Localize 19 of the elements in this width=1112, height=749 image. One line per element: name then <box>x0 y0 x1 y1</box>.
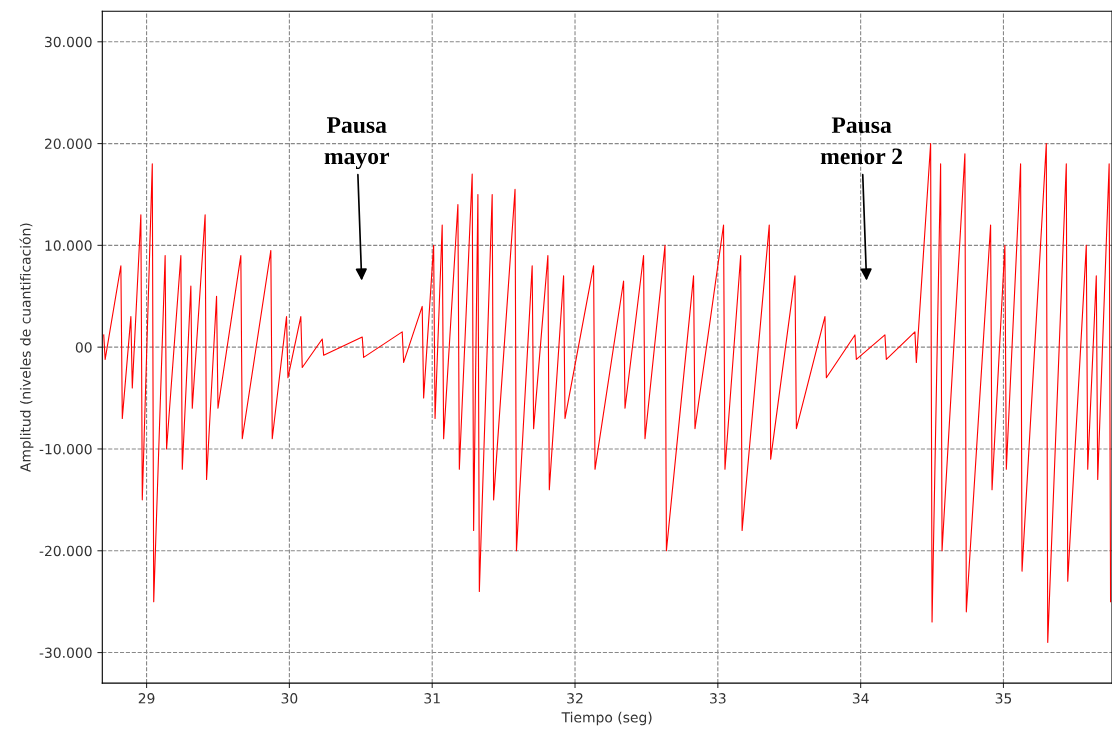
x-tick-label: 30 <box>281 693 298 704</box>
y-axis-title: Amplitud (niveles de cuantificación) <box>19 223 34 472</box>
x-tick-label: 35 <box>995 693 1012 704</box>
line-series <box>103 143 1112 643</box>
x-tick-label: 29 <box>138 693 155 704</box>
y-tick-label: -20.000 <box>39 545 92 557</box>
y-tick-label: 30.000 <box>45 36 92 48</box>
annotation: Pausa menor 2 <box>820 117 903 165</box>
x-tick-label: 33 <box>710 693 726 704</box>
y-tick-label: 10.000 <box>45 240 92 251</box>
y-tick-label: -30.000 <box>39 647 92 659</box>
y-tick-label: -10.000 <box>39 443 92 455</box>
x-tick-label: 34 <box>852 693 869 704</box>
annotation: Pausa mayor <box>324 117 390 170</box>
x-tick-label: 32 <box>567 693 583 704</box>
x-tick-label: 31 <box>424 693 440 704</box>
y-tick-label: 20.000 <box>45 138 92 150</box>
x-axis-title: Tiempo (seg) <box>561 711 652 726</box>
y-tick-label: 00 <box>75 342 92 353</box>
